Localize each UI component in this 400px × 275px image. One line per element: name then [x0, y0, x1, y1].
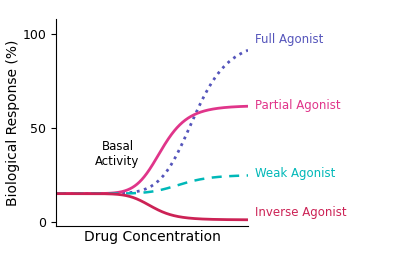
Text: Basal
Activity: Basal Activity — [95, 140, 140, 168]
Text: Full Agonist: Full Agonist — [255, 33, 323, 46]
Text: Inverse Agonist: Inverse Agonist — [255, 206, 346, 219]
Text: Weak Agonist: Weak Agonist — [255, 166, 335, 180]
X-axis label: Drug Concentration: Drug Concentration — [84, 230, 220, 244]
Text: Partial Agonist: Partial Agonist — [255, 99, 340, 112]
Y-axis label: Biological Response (%): Biological Response (%) — [6, 39, 20, 206]
